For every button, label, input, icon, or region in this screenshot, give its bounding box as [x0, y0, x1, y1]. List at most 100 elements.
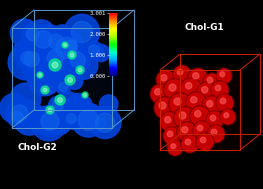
Circle shape	[181, 135, 199, 153]
Circle shape	[62, 42, 68, 48]
Circle shape	[193, 121, 211, 139]
Circle shape	[170, 94, 190, 114]
Circle shape	[178, 123, 196, 141]
Circle shape	[32, 25, 65, 58]
Circle shape	[165, 80, 185, 100]
Circle shape	[159, 102, 166, 109]
Circle shape	[70, 53, 74, 57]
Circle shape	[49, 59, 61, 71]
Circle shape	[169, 84, 176, 91]
Circle shape	[160, 112, 180, 132]
Circle shape	[46, 106, 54, 114]
Circle shape	[27, 62, 61, 96]
Circle shape	[174, 66, 190, 82]
Circle shape	[29, 46, 59, 76]
Circle shape	[8, 45, 43, 80]
Circle shape	[66, 40, 77, 50]
Circle shape	[78, 68, 82, 72]
Circle shape	[28, 20, 55, 47]
Circle shape	[35, 40, 67, 72]
Circle shape	[195, 111, 201, 117]
Circle shape	[193, 73, 199, 79]
Polygon shape	[158, 68, 242, 152]
Circle shape	[190, 106, 210, 126]
Circle shape	[37, 72, 43, 78]
Circle shape	[49, 30, 84, 65]
Circle shape	[20, 99, 35, 115]
Circle shape	[191, 107, 209, 125]
Circle shape	[22, 24, 43, 45]
Circle shape	[72, 103, 105, 137]
Circle shape	[7, 108, 27, 127]
Circle shape	[35, 106, 65, 136]
Circle shape	[63, 36, 80, 54]
Circle shape	[56, 37, 77, 58]
Circle shape	[179, 112, 186, 119]
Circle shape	[220, 109, 236, 125]
Circle shape	[30, 65, 60, 94]
Circle shape	[47, 50, 64, 66]
Circle shape	[207, 77, 213, 83]
Circle shape	[65, 47, 90, 73]
Circle shape	[31, 106, 67, 141]
Circle shape	[177, 69, 183, 75]
Circle shape	[194, 122, 210, 138]
Circle shape	[52, 62, 58, 68]
Circle shape	[14, 103, 45, 135]
Circle shape	[65, 75, 75, 85]
Circle shape	[207, 125, 225, 143]
Circle shape	[186, 92, 206, 112]
Circle shape	[11, 111, 23, 123]
Circle shape	[65, 39, 80, 54]
Circle shape	[202, 87, 208, 93]
Circle shape	[42, 44, 69, 72]
Circle shape	[19, 46, 44, 72]
Circle shape	[51, 115, 71, 134]
Circle shape	[83, 94, 87, 97]
Circle shape	[95, 113, 115, 132]
Circle shape	[82, 92, 88, 98]
Circle shape	[11, 105, 28, 121]
Circle shape	[57, 64, 72, 78]
Circle shape	[52, 100, 63, 111]
Circle shape	[187, 93, 205, 111]
Circle shape	[220, 98, 226, 104]
Circle shape	[217, 95, 233, 111]
Circle shape	[68, 77, 73, 83]
Circle shape	[165, 117, 171, 123]
Circle shape	[204, 74, 220, 90]
Circle shape	[68, 51, 76, 59]
Circle shape	[69, 94, 88, 113]
Circle shape	[167, 131, 173, 137]
Circle shape	[207, 112, 223, 128]
Circle shape	[70, 52, 85, 67]
Circle shape	[198, 83, 216, 101]
Circle shape	[224, 113, 229, 118]
Circle shape	[63, 103, 87, 127]
Circle shape	[29, 25, 58, 54]
Circle shape	[93, 44, 110, 62]
Circle shape	[171, 144, 176, 149]
Circle shape	[81, 105, 102, 126]
Circle shape	[197, 134, 213, 150]
Circle shape	[63, 111, 79, 126]
Circle shape	[216, 68, 232, 84]
Circle shape	[78, 110, 99, 130]
Circle shape	[64, 14, 100, 50]
Circle shape	[23, 54, 53, 85]
Circle shape	[67, 114, 76, 123]
Circle shape	[26, 27, 46, 48]
Circle shape	[67, 74, 83, 89]
Circle shape	[55, 92, 80, 116]
Circle shape	[188, 68, 208, 88]
Circle shape	[16, 47, 38, 69]
Circle shape	[207, 101, 213, 107]
Circle shape	[197, 82, 217, 102]
Circle shape	[161, 75, 167, 81]
Circle shape	[210, 115, 216, 121]
Circle shape	[34, 31, 52, 48]
Circle shape	[150, 84, 170, 104]
Circle shape	[89, 45, 99, 56]
Circle shape	[216, 94, 234, 112]
Circle shape	[89, 107, 121, 139]
